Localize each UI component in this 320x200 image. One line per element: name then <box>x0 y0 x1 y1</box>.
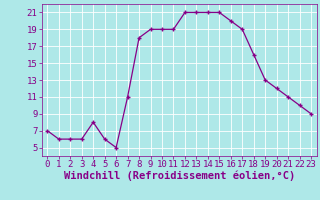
X-axis label: Windchill (Refroidissement éolien,°C): Windchill (Refroidissement éolien,°C) <box>64 171 295 181</box>
